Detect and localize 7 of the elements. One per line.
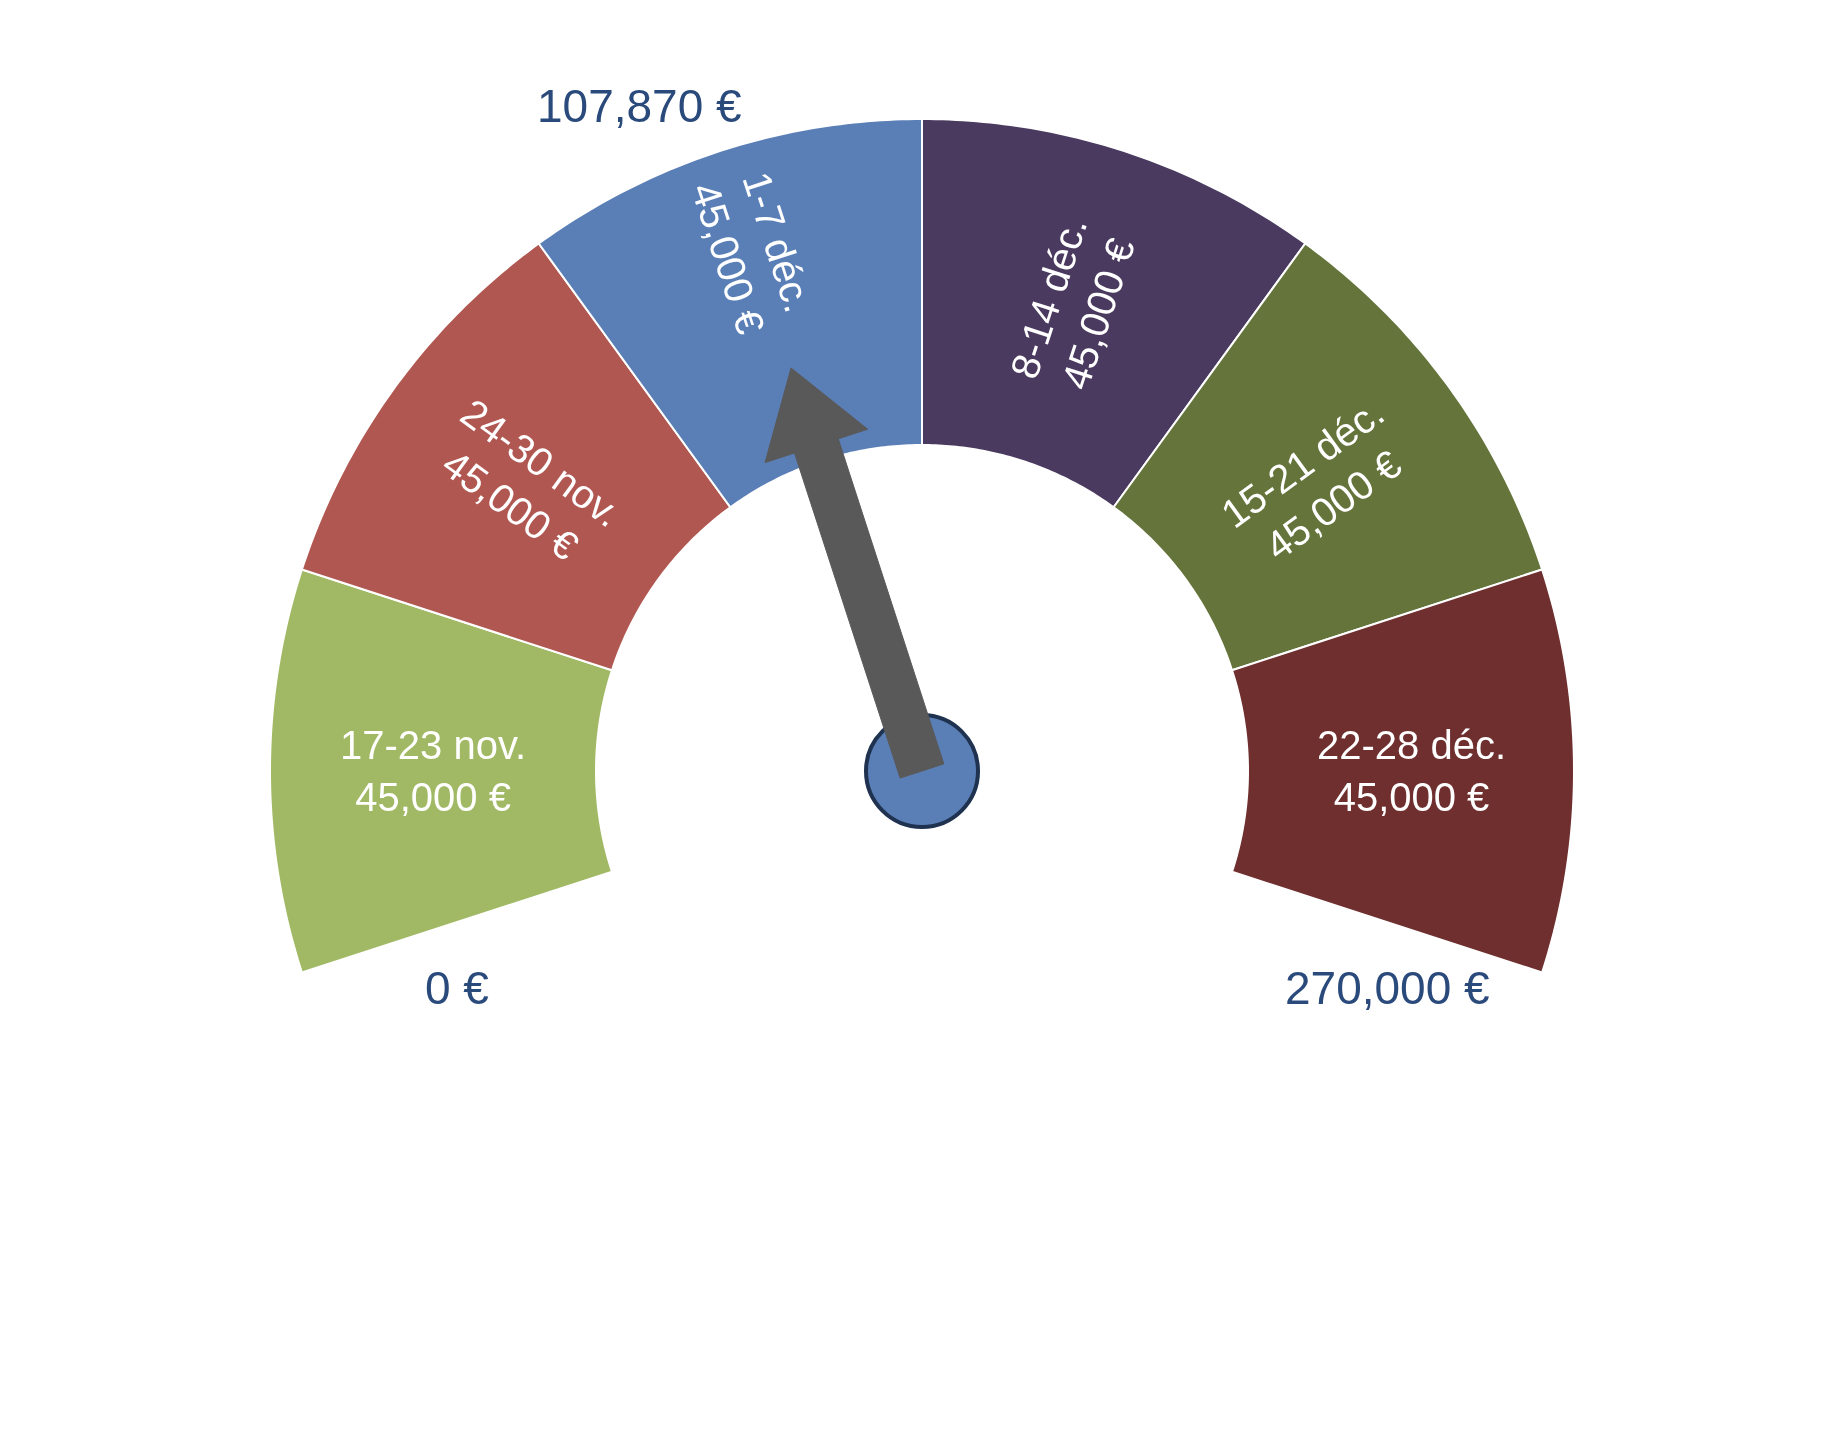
data-label: 45,000 € (355, 775, 511, 819)
text: 0 € (425, 962, 489, 1014)
data-label: 45,000 € (1333, 775, 1490, 819)
slice-label: 22-28 déc. (1317, 723, 1507, 767)
text: 270,000 € (1285, 962, 1490, 1014)
slice-label: 17-23 nov. (340, 723, 527, 767)
text: 107,870 € (537, 80, 742, 132)
